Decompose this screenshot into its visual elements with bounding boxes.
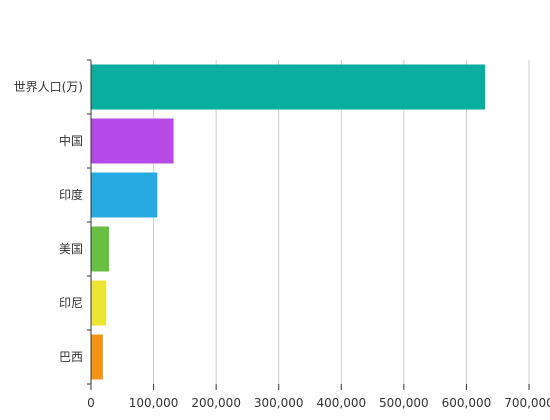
bar-3 — [91, 226, 110, 272]
gridlines — [153, 60, 530, 384]
x-tick-label-3: 300,000 — [254, 396, 304, 410]
x-tick-label-1: 100,000 — [129, 396, 179, 410]
bars — [91, 64, 486, 380]
y-tick-label-5: 巴西 — [59, 350, 83, 364]
x-tick-label-5: 500,000 — [379, 396, 429, 410]
axes — [87, 59, 530, 390]
bar-2 — [91, 172, 158, 218]
x-tick-label-4: 400,000 — [316, 396, 366, 410]
bar-1 — [91, 118, 174, 164]
bar-4 — [91, 280, 107, 326]
y-tick-label-2: 印度 — [59, 187, 83, 202]
y-tick-label-0: 世界人口(万) — [14, 80, 83, 94]
x-tick-label-7: 700,000 — [504, 396, 550, 410]
x-tick-label-0: 0 — [87, 396, 95, 410]
y-tick-label-3: 美国 — [59, 242, 83, 256]
tick-labels: 0 100,000 200,000 300,000 400,000 500,000 600,… — [14, 80, 550, 410]
y-tick-label-4: 印尼 — [59, 296, 83, 310]
bar-0 — [91, 64, 486, 110]
bar-5 — [91, 334, 103, 380]
x-tick-label-2: 200,000 — [191, 396, 241, 410]
y-tick-label-1: 中国 — [59, 133, 83, 148]
x-tick-label-6: 600,000 — [442, 396, 492, 410]
